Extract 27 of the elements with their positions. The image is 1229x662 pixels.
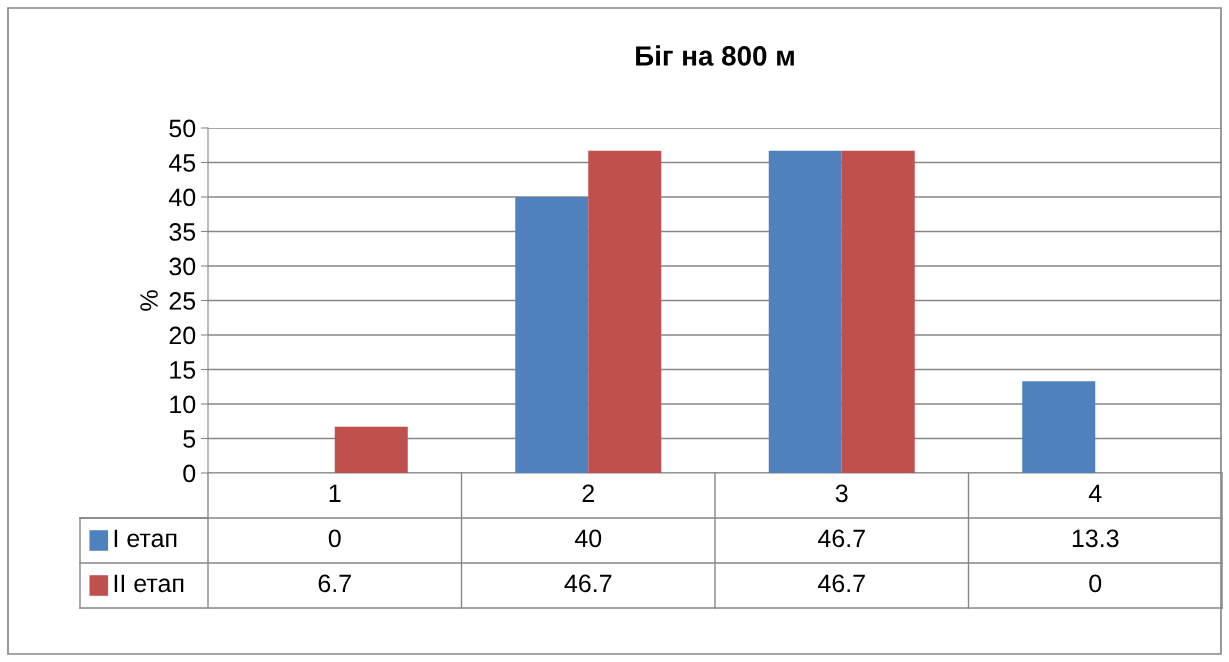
data-label: 6.7 xyxy=(318,574,351,593)
y-tick-label: 50 xyxy=(169,119,196,138)
y-tick-label: 35 xyxy=(169,223,196,241)
y-tick-label: 5 xyxy=(183,430,196,448)
y-tick-label: 0 xyxy=(183,464,196,483)
x-tick-label: 1 xyxy=(329,484,341,502)
chart-title: Біг на 800 м xyxy=(636,45,794,66)
y-tick-label: 45 xyxy=(168,154,196,172)
data-label: 13.3 xyxy=(1072,529,1119,548)
y-tick-label: 25 xyxy=(169,292,196,310)
data-label: 40 xyxy=(574,529,602,548)
y-axis-title: % xyxy=(140,290,158,311)
data-label: 46.7 xyxy=(818,529,865,548)
data-label: 46.7 xyxy=(818,574,865,593)
y-tick-label: 40 xyxy=(168,188,196,207)
data-label: 46.7 xyxy=(564,574,612,593)
legend-label: I етап xyxy=(114,529,177,548)
y-tick-label: 10 xyxy=(170,395,196,414)
y-tick-label: 20 xyxy=(169,326,196,345)
data-label: 0 xyxy=(1089,574,1102,593)
y-tick-label: 15 xyxy=(170,361,196,379)
x-tick-label: 4 xyxy=(1088,484,1102,502)
data-label: 0 xyxy=(328,529,341,548)
legend-label: II етап xyxy=(114,574,184,593)
x-tick-label: 3 xyxy=(835,484,848,503)
y-tick-label: 30 xyxy=(169,257,196,276)
x-tick-label: 2 xyxy=(582,484,594,502)
